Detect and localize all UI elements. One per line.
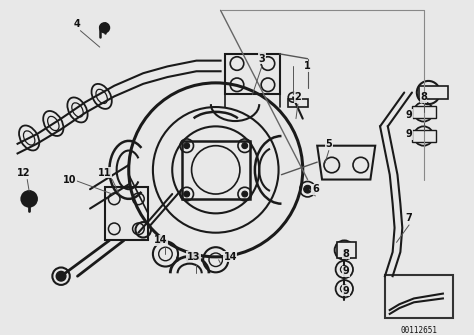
Text: 5: 5 bbox=[326, 139, 332, 149]
Text: 10: 10 bbox=[63, 176, 76, 186]
Text: 13: 13 bbox=[187, 252, 200, 262]
Bar bbox=[412, 106, 436, 118]
Text: 6: 6 bbox=[312, 184, 319, 194]
Text: 11: 11 bbox=[98, 168, 111, 178]
Circle shape bbox=[184, 143, 190, 149]
Ellipse shape bbox=[67, 97, 88, 122]
Bar bbox=[385, 275, 453, 318]
Bar bbox=[419, 86, 448, 99]
Text: 8: 8 bbox=[420, 92, 427, 103]
Circle shape bbox=[304, 185, 311, 193]
Circle shape bbox=[242, 191, 247, 197]
Ellipse shape bbox=[91, 84, 112, 109]
Text: 14: 14 bbox=[223, 252, 237, 262]
Text: 3: 3 bbox=[259, 54, 265, 64]
Text: 7: 7 bbox=[406, 213, 412, 223]
Text: 00112651: 00112651 bbox=[400, 326, 437, 335]
Bar bbox=[182, 141, 250, 199]
Circle shape bbox=[184, 191, 190, 197]
Text: 2: 2 bbox=[294, 92, 301, 103]
Text: 14: 14 bbox=[154, 236, 167, 246]
Text: 8: 8 bbox=[343, 249, 350, 259]
Polygon shape bbox=[317, 146, 375, 180]
Bar bbox=[337, 242, 356, 258]
Circle shape bbox=[56, 271, 66, 281]
Bar bbox=[412, 130, 436, 142]
Ellipse shape bbox=[19, 126, 39, 150]
Circle shape bbox=[242, 143, 247, 149]
Text: 9: 9 bbox=[343, 266, 350, 276]
Text: 12: 12 bbox=[17, 168, 30, 178]
Text: 9: 9 bbox=[406, 110, 412, 120]
Bar bbox=[226, 54, 280, 94]
Text: 9: 9 bbox=[343, 286, 350, 296]
Text: 1: 1 bbox=[304, 61, 311, 71]
Circle shape bbox=[21, 191, 37, 207]
Circle shape bbox=[100, 23, 109, 32]
Text: 4: 4 bbox=[74, 19, 81, 29]
Text: 9: 9 bbox=[406, 129, 412, 139]
Ellipse shape bbox=[43, 111, 64, 136]
Bar bbox=[288, 99, 308, 107]
Bar bbox=[105, 187, 148, 241]
